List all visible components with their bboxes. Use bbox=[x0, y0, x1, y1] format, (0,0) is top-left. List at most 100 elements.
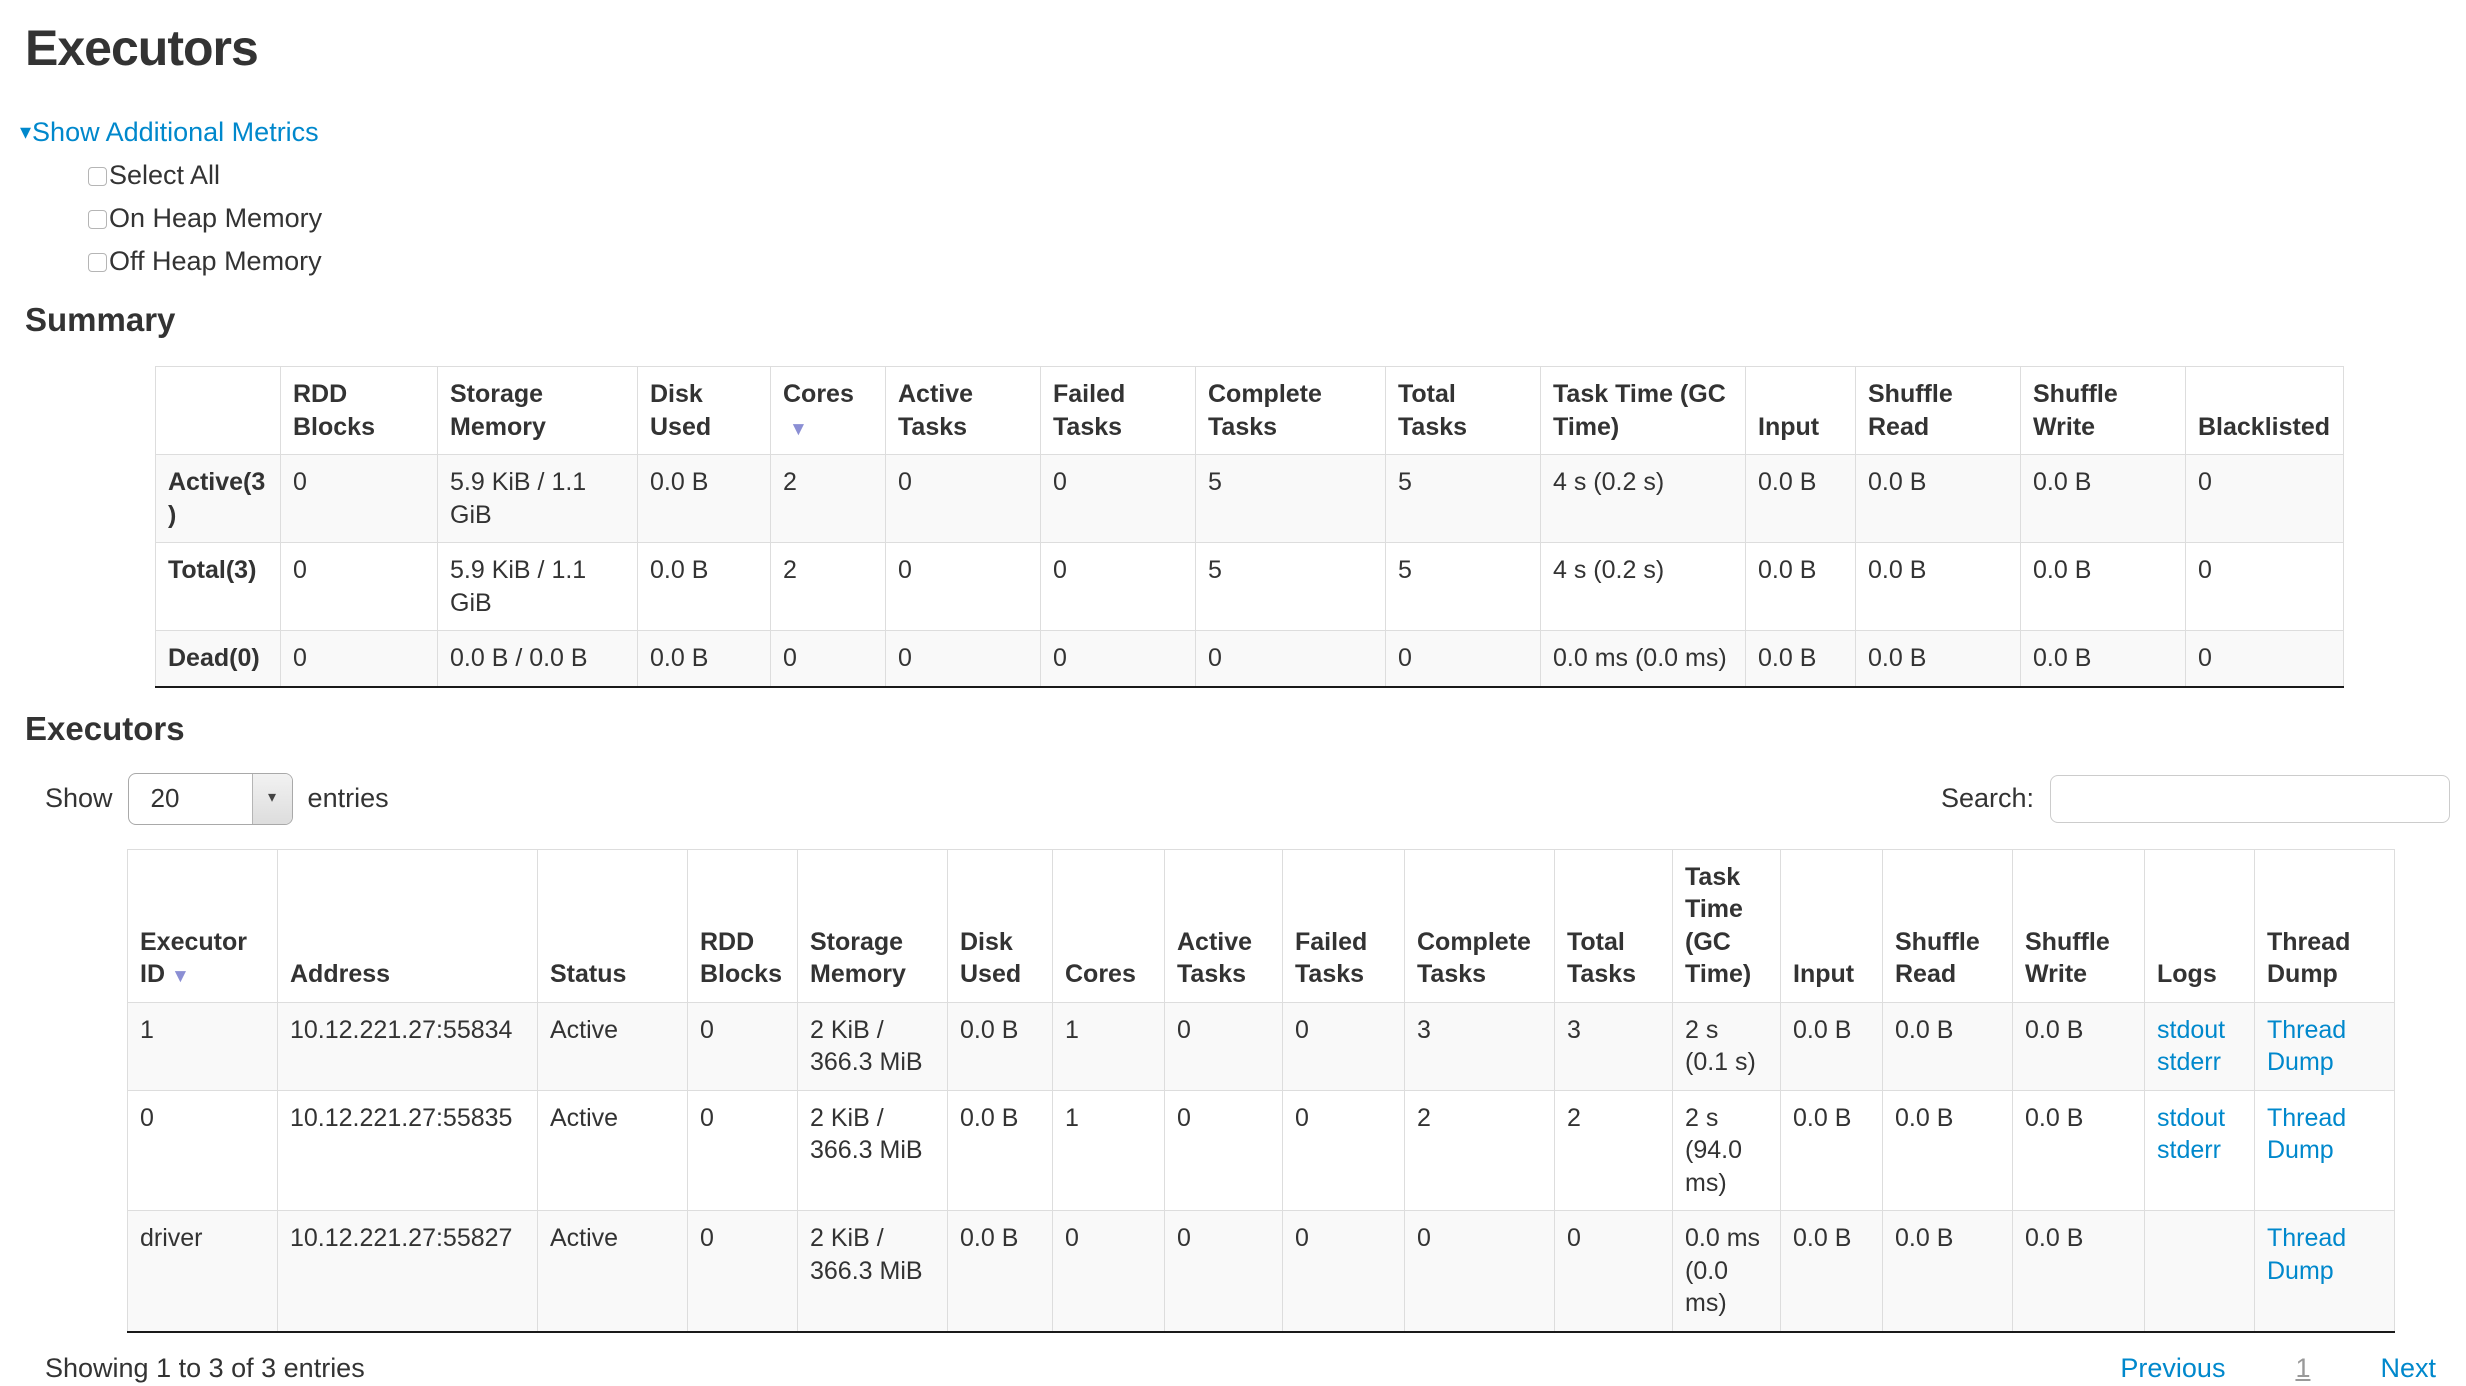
checkbox-on-heap-memory[interactable] bbox=[88, 210, 107, 230]
summary-cell-total-tasks: 5 bbox=[1385, 542, 1541, 632]
summary-header-total-tasks[interactable]: Total Tasks bbox=[1385, 366, 1541, 456]
executors-header-total-tasks[interactable]: Total Tasks bbox=[1554, 848, 1673, 1003]
executors-header-disk-used[interactable]: Disk Used bbox=[947, 848, 1053, 1003]
cell-address: 10.12.221.27:55827 bbox=[277, 1210, 538, 1333]
summary-header-task-time-gc-time[interactable]: Task Time (GC Time) bbox=[1540, 366, 1746, 456]
summary-header-complete-tasks[interactable]: Complete Tasks bbox=[1195, 366, 1386, 456]
checkbox-off-heap-memory[interactable] bbox=[88, 253, 107, 273]
summary-cell-storage-memory: 5.9 KiB / 1.1 GiB bbox=[437, 542, 638, 632]
executor-row-0: 0 10.12.221.27:55835 Active 0 2 KiB / 366.3 … bbox=[127, 1089, 2395, 1212]
executors-header-task-time-gc-time[interactable]: Task Time (GC Time) bbox=[1672, 848, 1781, 1003]
summary-cell-active-tasks: 0 bbox=[885, 454, 1041, 544]
next-page-button[interactable]: Next bbox=[2380, 1352, 2436, 1383]
summary-row-label: Active(3) bbox=[155, 454, 281, 544]
cell-failed-tasks: 0 bbox=[1282, 1089, 1405, 1212]
summary-header-disk-used[interactable]: Disk Used bbox=[637, 366, 771, 456]
cell-task-time-gc-time: 2 s (0.1 s) bbox=[1672, 1001, 1781, 1091]
search-label: Search: bbox=[1940, 783, 2034, 814]
summary-table: RDD Blocks Storage Memory Disk Used Cores▼ A… bbox=[155, 366, 2344, 688]
cell-complete-tasks: 0 bbox=[1404, 1210, 1555, 1333]
executors-header-active-tasks[interactable]: Active Tasks bbox=[1164, 848, 1283, 1003]
cell-executor-id: 0 bbox=[127, 1089, 278, 1212]
summary-cell-total-tasks: 5 bbox=[1385, 454, 1541, 544]
cell-active-tasks: 0 bbox=[1164, 1001, 1283, 1091]
executor-row-1: 1 10.12.221.27:55834 Active 0 2 KiB / 366.3 … bbox=[127, 1001, 2395, 1091]
cell-active-tasks: 0 bbox=[1164, 1089, 1283, 1212]
checkbox-select-all[interactable] bbox=[88, 167, 107, 187]
summary-cell-complete-tasks: 0 bbox=[1195, 630, 1386, 688]
cell-logs bbox=[2144, 1210, 2255, 1333]
summary-header-failed-tasks[interactable]: Failed Tasks bbox=[1040, 366, 1196, 456]
previous-page-button[interactable]: Previous bbox=[2120, 1352, 2226, 1383]
cell-address: 10.12.221.27:55834 bbox=[277, 1001, 538, 1091]
page-number-1[interactable]: 1 bbox=[2295, 1352, 2311, 1383]
executors-header-failed-tasks[interactable]: Failed Tasks bbox=[1282, 848, 1405, 1003]
search-control: Search: bbox=[1940, 774, 2450, 823]
summary-header-shuffle-write[interactable]: Shuffle Write bbox=[2020, 366, 2186, 456]
cell-total-tasks: 2 bbox=[1554, 1089, 1673, 1212]
summary-heading: Summary bbox=[25, 301, 176, 339]
executors-header-complete-tasks[interactable]: Complete Tasks bbox=[1404, 848, 1555, 1003]
search-input[interactable] bbox=[2050, 774, 2450, 823]
executors-header-shuffle-write[interactable]: Shuffle Write bbox=[2012, 848, 2145, 1003]
stderr-link[interactable]: stderr bbox=[2157, 1136, 2221, 1165]
summary-cell-active-tasks: 0 bbox=[885, 542, 1041, 632]
executors-header-shuffle-read[interactable]: Shuffle Read bbox=[1882, 848, 2013, 1003]
executors-header-input[interactable]: Input bbox=[1780, 848, 1883, 1003]
executors-header-cores[interactable]: Cores bbox=[1052, 848, 1165, 1003]
cell-rdd-blocks: 0 bbox=[687, 1210, 798, 1333]
cell-status: Active bbox=[537, 1001, 688, 1091]
cell-complete-tasks: 2 bbox=[1404, 1089, 1555, 1212]
executors-header-rdd-blocks[interactable]: RDD Blocks bbox=[687, 848, 798, 1003]
summary-header-cores[interactable]: Cores▼ bbox=[770, 366, 886, 456]
summary-header-shuffle-read[interactable]: Shuffle Read bbox=[1855, 366, 2021, 456]
cell-active-tasks: 0 bbox=[1164, 1210, 1283, 1333]
executors-header-thread-dump[interactable]: Thread Dump bbox=[2254, 848, 2395, 1003]
executors-header-executor-id[interactable]: Executor ID ▼ bbox=[127, 848, 278, 1003]
page-title: Executors bbox=[25, 20, 259, 76]
thread-dump-link[interactable]: Thread Dump bbox=[2267, 1015, 2347, 1077]
metric-item-off-heap-memory: Off Heap Memory bbox=[88, 244, 2466, 279]
summary-cell-storage-memory: 0.0 B / 0.0 B bbox=[437, 630, 638, 688]
cell-shuffle-read: 0.0 B bbox=[1882, 1089, 2013, 1212]
sort-arrow-icon: ▼ bbox=[789, 418, 808, 440]
cell-task-time-gc-time: 2 s (94.0 ms) bbox=[1672, 1089, 1781, 1212]
summary-header-blacklisted[interactable]: Blacklisted bbox=[2185, 366, 2344, 456]
summary-cell-shuffle-write: 0.0 B bbox=[2020, 542, 2186, 632]
summary-cell-rdd-blocks: 0 bbox=[280, 630, 438, 688]
entries-select[interactable]: 20 ▾ bbox=[127, 772, 293, 825]
summary-cell-cores: 0 bbox=[770, 630, 886, 688]
summary-header-input[interactable]: Input bbox=[1745, 366, 1856, 456]
summary-header-storage-memory[interactable]: Storage Memory bbox=[437, 366, 638, 456]
metric-label: Select All bbox=[109, 160, 221, 191]
dropdown-caret-icon: ▾ bbox=[251, 773, 292, 824]
summary-header-active-tasks[interactable]: Active Tasks bbox=[885, 366, 1041, 456]
show-additional-metrics-link[interactable]: ▾Show Additional Metrics bbox=[20, 117, 319, 147]
stdout-link[interactable]: stdout bbox=[2157, 1015, 2226, 1044]
thread-dump-link[interactable]: Thread Dump bbox=[2267, 1224, 2347, 1285]
summary-cell-shuffle-read: 0.0 B bbox=[1855, 454, 2021, 544]
executors-header-storage-memory[interactable]: Storage Memory bbox=[797, 848, 948, 1003]
executors-table: Executor ID ▼ Address Status RDD Blocks Stora… bbox=[127, 848, 2395, 1333]
entries-info: Showing 1 to 3 of 3 entries bbox=[45, 1352, 365, 1383]
stdout-link[interactable]: stdout bbox=[2157, 1103, 2226, 1132]
executors-header-logs[interactable]: Logs bbox=[2144, 848, 2255, 1003]
summary-cell-shuffle-read: 0.0 B bbox=[1855, 542, 2021, 632]
summary-cell-input: 0.0 B bbox=[1745, 454, 1856, 544]
cell-task-time-gc-time: 0.0 ms (0.0 ms) bbox=[1672, 1210, 1781, 1333]
summary-cell-cores: 2 bbox=[770, 542, 886, 632]
summary-cell-shuffle-read: 0.0 B bbox=[1855, 630, 2021, 688]
executors-header-address[interactable]: Address bbox=[277, 848, 538, 1003]
thread-dump-link[interactable]: Thread Dump bbox=[2267, 1103, 2347, 1165]
executors-header-status[interactable]: Status bbox=[537, 848, 688, 1003]
metric-item-on-heap-memory: On Heap Memory bbox=[88, 201, 2466, 236]
cell-total-tasks: 0 bbox=[1554, 1210, 1673, 1333]
cell-shuffle-write: 0.0 B bbox=[2012, 1210, 2145, 1333]
stderr-link[interactable]: stderr bbox=[2157, 1048, 2221, 1077]
summary-cell-complete-tasks: 5 bbox=[1195, 542, 1386, 632]
cell-disk-used: 0.0 B bbox=[947, 1089, 1053, 1212]
entries-select-value: 20 bbox=[150, 782, 180, 813]
summary-cell-blacklisted: 0 bbox=[2185, 542, 2344, 632]
cell-cores: 1 bbox=[1052, 1089, 1165, 1212]
summary-header-rdd-blocks[interactable]: RDD Blocks bbox=[280, 366, 438, 456]
